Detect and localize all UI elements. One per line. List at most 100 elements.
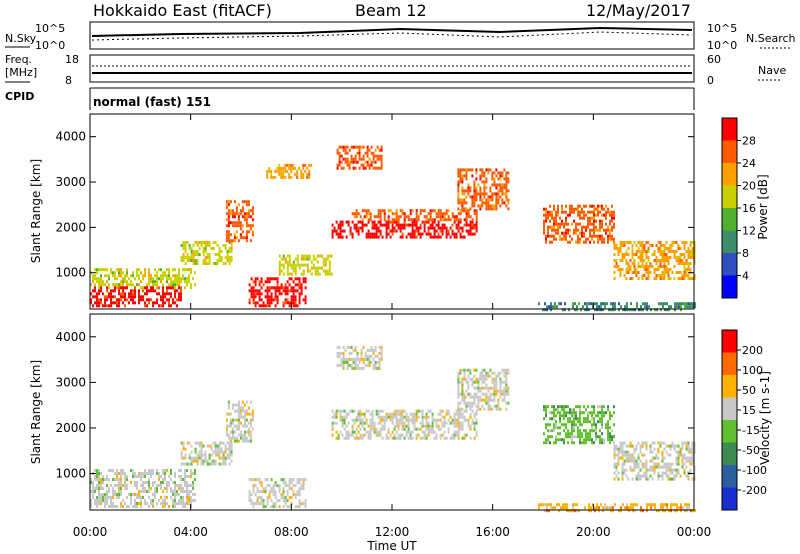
- pixel-p0-5: [290, 263, 293, 267]
- pixel-p1-4: [357, 409, 360, 413]
- pixel-p1-8: [633, 462, 636, 466]
- pixel-p1-4: [391, 430, 394, 434]
- pixel-p1-4: [393, 424, 396, 428]
- pixel-p0-2: [184, 250, 187, 253]
- pixel-p1-4: [475, 409, 478, 413]
- pixel-p1-4: [353, 430, 356, 434]
- pixel-p1-0: [170, 478, 172, 481]
- pixel-p1-7: [555, 441, 557, 445]
- pixel-p1-7: [571, 426, 573, 430]
- pixel-p0-8: [507, 207, 510, 211]
- pixel-p0-6: [455, 223, 458, 227]
- pixel-p1-3: [250, 502, 253, 506]
- pixel-p0-6: [403, 223, 406, 227]
- pixel-p0-6: [419, 223, 422, 227]
- pixel-p0-5: [304, 254, 307, 258]
- pixel-p0-12: [619, 259, 622, 262]
- pixel-p1-7: [595, 435, 597, 439]
- pixel-p1-8: [617, 462, 620, 466]
- pixel-p0-12: [641, 262, 644, 265]
- pixel-p1-6: [346, 363, 349, 367]
- pixel-p1-0: [126, 496, 128, 499]
- pixel-p1-5: [461, 392, 464, 396]
- pixel-p1-8: [635, 459, 638, 463]
- pixel-p0-1: [138, 295, 140, 299]
- pixel-p1-7: [579, 405, 581, 409]
- pixel-p1-2: [239, 436, 242, 440]
- pixel-p0-9: [336, 163, 339, 167]
- pixel-p0-1: [156, 292, 158, 296]
- pixel-p1-4: [439, 436, 442, 440]
- pixel-p1-7: [607, 426, 609, 430]
- pixel-p0-9: [348, 160, 351, 164]
- pixel-p1-4: [345, 433, 348, 437]
- pixel-p0-6: [429, 223, 432, 227]
- pixel-p1-0: [164, 496, 166, 499]
- pixel-p0-1: [178, 295, 180, 299]
- pixel-p1-8: [673, 447, 676, 451]
- pixel-p0-8: [481, 180, 484, 184]
- pixel-p1-8: [639, 450, 642, 454]
- pixel-p0-7: [377, 215, 380, 219]
- pixel-p0-11: [603, 207, 605, 211]
- pixel-p1-0: [134, 505, 136, 508]
- pixel-p0-9: [340, 145, 343, 149]
- pixel-p0-8: [497, 171, 500, 175]
- pixel-p0-2: [226, 259, 229, 262]
- pixel-p1-8: [623, 471, 626, 475]
- pixel-p0-8: [495, 174, 498, 178]
- pixel-p0-2: [228, 250, 231, 253]
- pixel-p1-3: [302, 478, 305, 482]
- pixel-p1-5: [477, 386, 480, 390]
- pixel-p0-12: [639, 241, 642, 244]
- pixel-p0-11: [565, 222, 567, 226]
- pixel-p1-3: [288, 478, 291, 482]
- pixel-p0-0: [186, 268, 188, 272]
- pixel-p0-4: [268, 304, 271, 308]
- pixel-p1-3: [272, 487, 275, 491]
- nsky-label: N.Sky: [5, 32, 37, 45]
- pixel-p1-9: [550, 503, 552, 507]
- pixel-p0-6: [457, 226, 460, 230]
- pixel-p1-1: [210, 459, 213, 463]
- pixel-p1-9: [674, 503, 676, 507]
- pixel-p1-8: [661, 450, 664, 454]
- pixel-p0-11: [611, 237, 613, 241]
- pixel-p1-3: [290, 496, 293, 500]
- pixel-p0-13: [638, 308, 640, 312]
- pixel-p1-0: [188, 490, 190, 493]
- pixel-p1-8: [617, 447, 620, 451]
- pixel-p1-0: [134, 502, 136, 505]
- pixel-p1-0: [154, 496, 156, 499]
- pixel-p1-8: [685, 444, 688, 448]
- pixel-p1-0: [110, 484, 112, 487]
- pixel-p1-2: [235, 418, 238, 422]
- pixel-p0-3: [233, 236, 236, 240]
- pixel-p0-8: [475, 168, 478, 172]
- pixel-p0-1: [108, 295, 110, 299]
- pixel-p1-0: [104, 505, 106, 508]
- pixel-p1-6: [374, 366, 377, 370]
- pixel-p0-8: [461, 186, 464, 190]
- pixel-p0-1: [104, 304, 106, 308]
- pixel-p0-11: [591, 216, 593, 220]
- pixel-p0-3: [225, 203, 228, 207]
- pixel-p1-7: [599, 429, 601, 433]
- pixel-p0-12: [633, 265, 636, 268]
- pixel-p1-8: [683, 468, 686, 472]
- pixel-p0-3: [231, 212, 234, 216]
- pixel-p0-4: [292, 286, 295, 290]
- velocity-colorbar-label: Velocity [m s-1]: [758, 371, 772, 465]
- pixel-p0-1: [142, 298, 144, 302]
- pixel-p0-6: [371, 220, 374, 224]
- pixel-p0-9: [338, 157, 341, 161]
- pixel-p1-5: [495, 386, 498, 390]
- pixel-p0-1: [116, 298, 118, 302]
- pixel-p0-3: [235, 224, 238, 228]
- ytick-label-3: 4000: [55, 330, 86, 344]
- pixel-p0-5: [324, 257, 327, 261]
- pixel-p0-1: [132, 301, 134, 305]
- pixel-p0-4: [270, 286, 273, 290]
- pixel-p0-5: [286, 269, 289, 273]
- pixel-p0-13: [574, 308, 576, 312]
